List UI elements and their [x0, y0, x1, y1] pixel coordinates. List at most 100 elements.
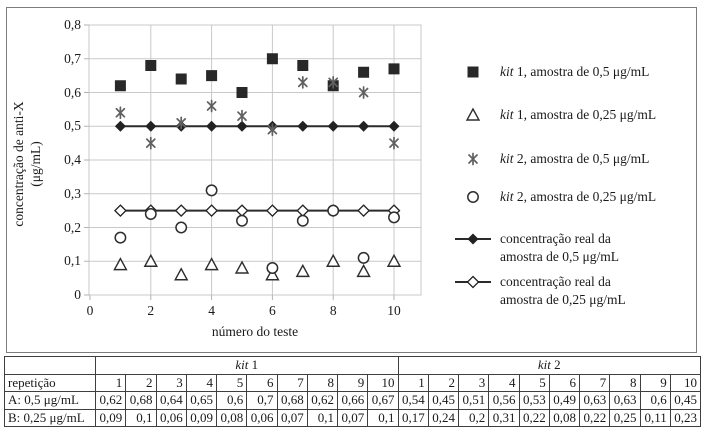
table-cell: 1 [397, 373, 429, 392]
table-cell: 0,6 [215, 391, 248, 410]
table-cell: 0,56 [488, 391, 520, 410]
table-cell: 10 [669, 373, 702, 392]
table-cell: 8 [306, 373, 339, 392]
table-cell: 5 [215, 373, 248, 392]
legend-label: kit 1, amostra de 0,25 μg/mL [500, 107, 657, 122]
legend-item: concentração real da amostra de 0,5 μg/m… [453, 229, 619, 265]
table-cell: 0,54 [397, 391, 429, 410]
legend-label: kit 2, amostra de 0,25 μg/mL [500, 189, 657, 204]
table-cell: 8 [609, 373, 641, 392]
y-tick-label: 0 [74, 287, 81, 302]
table-cell: 0,09 [185, 408, 218, 427]
table-group-header: kit 1 [95, 356, 399, 375]
table-row: B: 0,25 μg/mL 0,09 0,1 0,06 0,09 0,08 0,06 0,07… [4, 408, 702, 427]
scatter-plot [84, 24, 422, 300]
table-cell: 4 [185, 373, 218, 392]
table-cell: 0,51 [457, 391, 490, 410]
chart-legend: kit 1, amostra de 0,5 μg/mL kit 1, amostr… [453, 8, 696, 352]
series-2 [115, 76, 399, 150]
table-cell: 0,31 [488, 408, 520, 427]
table-cell: 0,08 [548, 408, 581, 427]
table-cell: 0,67 [367, 391, 399, 410]
legend-item: kit 1, amostra de 0,25 μg/mL [453, 105, 656, 125]
x-tick-label: 6 [269, 303, 276, 318]
table-cell: 0,23 [669, 408, 702, 427]
table-cell: 4 [488, 373, 520, 392]
table-cell: 0,24 [427, 408, 460, 427]
table-cell: 0,7 [246, 391, 278, 410]
table-cell: 0,06 [246, 408, 278, 427]
table-cell: 0,1 [367, 408, 399, 427]
table-cell: 0,45 [427, 391, 460, 410]
series-5 [113, 204, 401, 218]
table-cell: 10 [367, 373, 399, 392]
table-row-header: repetição [4, 373, 96, 392]
table-row: repetição 1 2 3 4 5 6 7 8 9 10 1 2 3 4 5 6 7 8 9 10 [4, 373, 702, 392]
table-cell: 5 [518, 373, 550, 392]
table-cell: 3 [155, 373, 187, 392]
table-row-header: B: 0,25 μg/mL [4, 408, 96, 427]
legend-label: kit 2, amostra de 0,5 μg/mL [500, 151, 650, 166]
series-3 [114, 184, 400, 274]
legend-label: concentração real da amostra de 0,25 μg/… [500, 274, 626, 307]
legend-item: kit 2, amostra de 0,25 μg/mL [453, 187, 656, 207]
x-tick-label: 8 [329, 303, 337, 318]
square-filled-legend-icon [467, 66, 479, 78]
y-axis-title-line1: concentração de anti-X [11, 101, 26, 227]
y-tick-label: 0,7 [64, 50, 81, 66]
table-cell: 7 [578, 373, 611, 392]
table-cell: 0,09 [94, 408, 127, 427]
table-cell: 3 [457, 373, 490, 392]
line-diamond-filled-legend-icon [455, 233, 491, 245]
table-row: kit 1 kit 2 [4, 356, 701, 375]
y-tick-label: 0,2 [64, 219, 81, 235]
table-cell: 0,11 [639, 408, 671, 427]
table-cell: 0,66 [336, 391, 369, 410]
table-cell: 0,65 [185, 391, 218, 410]
table-cell: 0,68 [276, 391, 308, 410]
table-cell: 0,07 [276, 408, 308, 427]
table-cell: 0,08 [215, 408, 248, 427]
table-cell: 0,06 [155, 408, 187, 427]
table-cell: 6 [548, 373, 581, 392]
table-cell: 0,53 [518, 391, 550, 410]
data-table: kit 1 kit 2 repetição 1 2 3 4 5 6 7 8 9 10 1 2 3 4 5 6 7 8 9 1… [4, 356, 702, 427]
triangle-open-legend-icon [465, 107, 481, 121]
table-cell: 1 [94, 373, 127, 392]
table-corner-cell [4, 356, 96, 375]
x-axis-title: número do teste [211, 324, 299, 339]
y-tick-label: 0,4 [64, 152, 81, 167]
legend-label: concentração real da amostra de 0,5 μg/m… [500, 231, 619, 264]
series-4 [114, 120, 400, 132]
table-cell: 7 [276, 373, 308, 392]
table-cell: 0,2 [457, 408, 490, 427]
table-cell: 0,17 [397, 408, 429, 427]
table-cell: 2 [427, 373, 460, 392]
table-cell: 0,45 [669, 391, 702, 410]
series-1 [113, 253, 402, 281]
legend-item: kit 1, amostra de 0,5 μg/mL [453, 62, 649, 82]
table-cell: 0,6 [639, 391, 671, 410]
x-tick-label: 0 [86, 303, 94, 318]
y-tick-label: 0,6 [64, 84, 81, 100]
table-cell: 0,68 [125, 391, 157, 410]
chart-panel: concentração de anti-X (μg/mL) 0 0,1 0,2 0,… [6, 7, 697, 353]
legend-item: concentração real da amostra de 0,25 μg/… [453, 272, 626, 308]
x-tick-label: 10 [387, 303, 401, 318]
table-cell: 0,22 [578, 408, 611, 427]
table-cell: 9 [639, 373, 671, 392]
table-cell: 9 [336, 373, 369, 392]
line-diamond-open-legend-icon [455, 275, 491, 289]
circle-open-legend-icon [467, 191, 479, 203]
table-row-header: A: 0,5 μg/mL [4, 391, 96, 410]
table-cell: 0,64 [155, 391, 187, 410]
y-tick-label: 0,8 [64, 17, 81, 32]
table-cell: 0,63 [578, 391, 611, 410]
x-tick-label: 4 [208, 303, 215, 318]
legend-label: kit 1, amostra de 0,5 μg/mL [500, 64, 650, 79]
asterisk-legend-icon [468, 152, 478, 166]
table-cell: 6 [246, 373, 278, 392]
table-cell: 0,22 [518, 408, 550, 427]
table-cell: 0,07 [336, 408, 369, 427]
